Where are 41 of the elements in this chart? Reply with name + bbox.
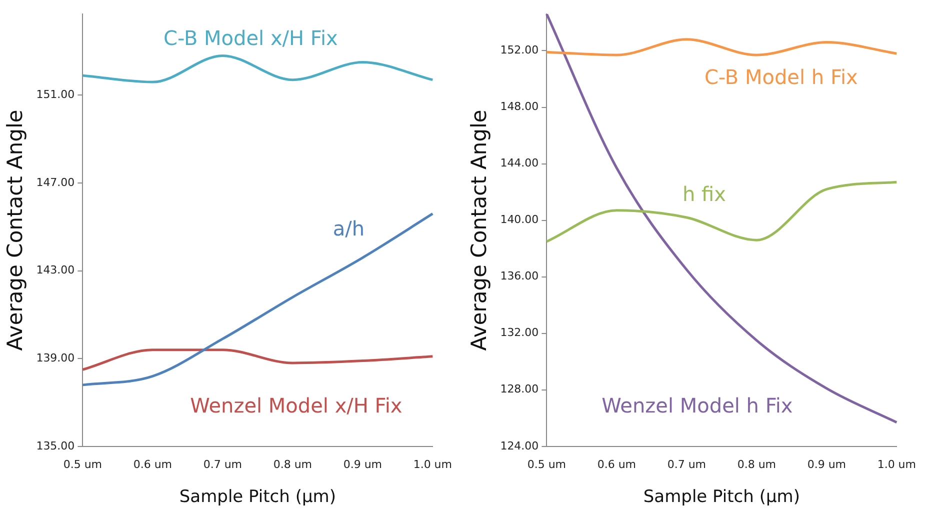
series-label: h fix (682, 182, 726, 206)
y-tick-label: 144.00 (500, 156, 539, 170)
x-axis-title: Sample Pitch (µm) (179, 487, 336, 508)
series-label: C-B Model h Fix (704, 65, 858, 90)
y-tick-label: 140.00 (500, 213, 539, 226)
line-series (545, 14, 898, 424)
y-axis-title: Average Contact Angle (3, 110, 28, 351)
y-tick-label: 139.00 (36, 351, 75, 364)
x-tick-label: 0.7 um (667, 458, 706, 471)
x-tick-label: 0.6 um (133, 458, 172, 471)
series-label: C-B Model x/H Fix (163, 26, 338, 50)
series-label: Wenzel Model x/H Fix (190, 394, 402, 418)
y-tick-label: 128.00 (500, 382, 539, 396)
x-tick-label: 0.8 um (737, 458, 776, 471)
series-label: a/h (332, 216, 365, 240)
line-series (545, 180, 898, 243)
line-series (81, 212, 434, 386)
x-tick-label: 0.5 um (63, 458, 102, 471)
x-tick-label: 0.6 um (597, 458, 636, 471)
x-tick-label: 0.5 um (527, 458, 566, 471)
series-label: Wenzel Model h Fix (602, 394, 793, 418)
y-tick-label: 143.00 (36, 264, 75, 277)
y-tick-label: 135.00 (36, 439, 75, 452)
line-series (81, 348, 434, 371)
x-tick-label: 0.9 um (343, 458, 382, 471)
x-tick-label: 0.8 um (273, 458, 312, 471)
y-tick-label: 132.00 (500, 326, 539, 340)
y-axis-title: Average Contact Angle (467, 110, 492, 351)
y-tick-label: 147.00 (36, 176, 75, 189)
x-axis-title: Sample Pitch (µm) (643, 487, 800, 508)
x-tick-label: 1.0 um (877, 458, 916, 471)
y-tick-label: 124.00 (500, 439, 539, 452)
x-tick-label: 0.9 um (807, 458, 846, 471)
y-tick-label: 136.00 (500, 270, 539, 283)
y-tick-label: 148.00 (500, 100, 539, 114)
x-tick-label: 1.0 um (413, 458, 452, 471)
line-series (81, 54, 434, 84)
x-tick-label: 0.7 um (203, 458, 242, 471)
y-tick-label: 151.00 (36, 88, 75, 102)
line-series (545, 38, 898, 56)
y-tick-label: 152.00 (500, 44, 539, 57)
